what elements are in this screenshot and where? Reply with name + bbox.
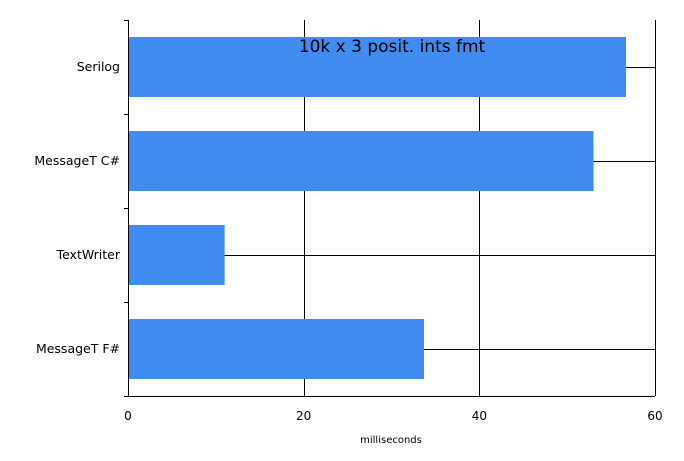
bar-messaget-c-	[128, 131, 594, 191]
y-category-label: MessageT F#	[36, 341, 120, 356]
y-category-label: MessageT C#	[34, 153, 120, 168]
x-tick-label: 0	[124, 409, 132, 423]
bars	[128, 37, 627, 379]
bar-serilog	[128, 37, 627, 97]
x-axis-label: milliseconds	[360, 435, 422, 446]
x-tick-label: 40	[472, 409, 487, 423]
chart-title: 10k x 3 posit. ints fmt	[299, 37, 486, 57]
y-category-label: TextWriter	[56, 247, 121, 262]
y-category-label: Serilog	[77, 59, 120, 74]
x-tick-label: 60	[647, 409, 662, 423]
axes: 0 20 40 60 Serilog MessageT C# TextWriter Messa…	[34, 20, 663, 423]
bar-textwriter	[128, 225, 225, 285]
x-tick-label: 20	[296, 409, 311, 423]
bar-messaget-f-	[128, 319, 424, 379]
